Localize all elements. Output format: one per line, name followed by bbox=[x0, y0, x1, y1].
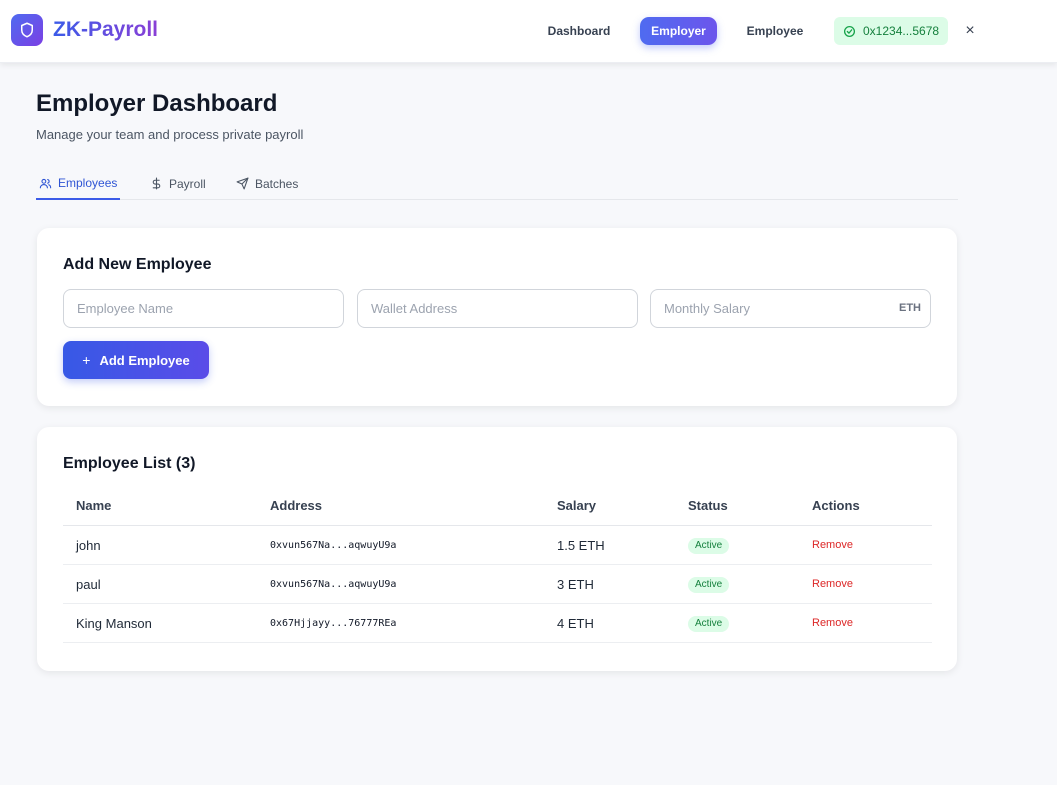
table-row: paul 0xvun567Na...aqwuyU9a 3 ETH Active … bbox=[63, 565, 932, 604]
employee-salary: 3 ETH bbox=[557, 577, 594, 592]
remove-employee-button[interactable]: Remove bbox=[812, 578, 853, 590]
wallet-address: 0x1234...5678 bbox=[863, 24, 940, 38]
nav-dashboard[interactable]: Dashboard bbox=[547, 24, 611, 38]
status-badge: Active bbox=[688, 538, 730, 554]
employee-name: paul bbox=[76, 577, 101, 592]
table-row: King Manson 0x67Hjjayy...76777REa 4 ETH … bbox=[63, 604, 932, 643]
tab-batches-label: Batches bbox=[255, 176, 299, 191]
users-icon bbox=[39, 178, 52, 188]
tab-employees-label: Employees bbox=[58, 176, 118, 190]
status-badge: Active bbox=[688, 577, 730, 593]
table-row: john 0xvun567Na...aqwuyU9a 1.5 ETH Activ… bbox=[63, 526, 932, 565]
employee-table: Name Address Salary Status Actions john … bbox=[63, 487, 932, 643]
column-header-salary: Salary bbox=[557, 498, 597, 513]
remove-employee-button[interactable]: Remove bbox=[812, 617, 853, 629]
employee-address: 0xvun567Na...aqwuyU9a bbox=[270, 579, 397, 590]
status-badge: Active bbox=[688, 616, 730, 632]
check-circle-icon bbox=[843, 25, 856, 37]
plus-icon: + bbox=[82, 352, 91, 368]
employee-name: King Manson bbox=[76, 616, 152, 631]
employee-address: 0xvun567Na...aqwuyU9a bbox=[270, 540, 397, 551]
column-header-actions: Actions bbox=[812, 498, 860, 513]
page-title: Employer Dashboard bbox=[36, 90, 278, 117]
nav-employee[interactable]: Employee bbox=[746, 24, 804, 38]
column-header-name: Name bbox=[76, 498, 112, 513]
nav-employer[interactable]: Employer bbox=[640, 17, 717, 45]
employee-salary: 1.5 ETH bbox=[557, 538, 605, 553]
shield-logo-icon[interactable] bbox=[11, 14, 43, 46]
tab-payroll[interactable]: Payroll bbox=[150, 168, 206, 199]
add-employee-button-label: Add Employee bbox=[99, 352, 190, 368]
tab-employees[interactable]: Employees bbox=[36, 168, 120, 200]
add-employee-button[interactable]: + Add Employee bbox=[63, 341, 209, 379]
send-icon bbox=[236, 177, 249, 190]
column-header-status: Status bbox=[688, 498, 728, 513]
wallet-address-input[interactable] bbox=[357, 289, 638, 328]
employee-name-input[interactable] bbox=[63, 289, 344, 328]
dashboard-tabs: Employees Payroll Batches bbox=[36, 168, 958, 200]
employee-name: john bbox=[76, 538, 101, 553]
column-header-address: Address bbox=[270, 498, 323, 513]
page-subtitle: Manage your team and process private pay… bbox=[36, 127, 304, 142]
employee-salary: 4 ETH bbox=[557, 616, 594, 631]
brand-name[interactable]: ZK-Payroll bbox=[53, 18, 159, 41]
disconnect-close-icon[interactable]: × bbox=[965, 22, 975, 39]
dollar-icon bbox=[152, 177, 161, 190]
tab-payroll-label: Payroll bbox=[169, 176, 206, 191]
add-employee-title: Add New Employee bbox=[63, 256, 212, 273]
tab-batches[interactable]: Batches bbox=[236, 168, 298, 199]
add-employee-card: Add New Employee ETH + Add Employee bbox=[37, 228, 957, 406]
connected-wallet-badge[interactable]: 0x1234...5678 bbox=[834, 17, 948, 45]
employee-list-title: Employee List (3) bbox=[63, 455, 196, 472]
employee-address: 0x67Hjjayy...76777REa bbox=[270, 618, 397, 629]
employee-list-card: Employee List (3) Name Address Salary St… bbox=[37, 427, 957, 671]
salary-unit-suffix: ETH bbox=[899, 302, 921, 314]
table-header: Name Address Salary Status Actions bbox=[63, 487, 932, 526]
top-navbar: ZK-Payroll Dashboard Employer Employee 0… bbox=[0, 0, 1057, 63]
monthly-salary-input[interactable] bbox=[650, 289, 931, 328]
remove-employee-button[interactable]: Remove bbox=[812, 539, 853, 551]
